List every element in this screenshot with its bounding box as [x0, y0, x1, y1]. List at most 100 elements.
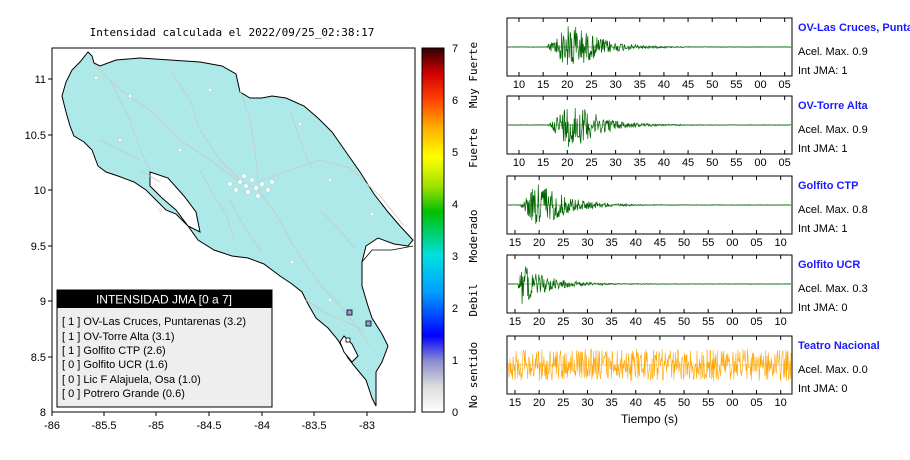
city-dots — [94, 76, 374, 302]
colorbar-class-label: Debil — [467, 283, 480, 316]
seismogram-x-tick-label: 40 — [630, 316, 642, 328]
seismogram-x-tick-label: 00 — [754, 157, 766, 169]
seismogram-x-tick-label: 05 — [750, 316, 762, 328]
map-y-tick: 10 — [34, 185, 46, 197]
seismogram-x-tick-label: 55 — [730, 79, 742, 91]
colorbar-gradient — [421, 47, 445, 413]
seismogram-panels: 10 15 20 25 30 35 40 45 50 55 00 05 OV-Las Cruces, P… — [506, 17, 910, 426]
station-name: Golfito UCR — [798, 259, 860, 271]
map-title: Intensidad calculada el 2022/09/25_02:38… — [90, 26, 375, 39]
seismogram-x-tick-label: 55 — [730, 157, 742, 169]
seismogram-1: 10 15 20 25 30 35 40 45 50 55 00 05 OV-Las Cruces, P… — [506, 17, 910, 91]
colorbar-tick: 5 — [452, 147, 458, 159]
jma-intensity: Int JMA: 1 — [798, 223, 848, 235]
seismogram-x-tick-label: 30 — [581, 316, 593, 328]
map-x-tick: -85 — [148, 420, 164, 432]
station-marker-golfito-ucr[interactable] — [365, 320, 372, 327]
map-x-tick: -83 — [359, 420, 375, 432]
legend-item: [ 1 ] Golfito CTP (2.6) — [62, 345, 166, 357]
seismogram-x-tick-label: 40 — [658, 157, 670, 169]
max-acceleration: Acel. Max. 0.9 — [798, 46, 868, 58]
colorbar-tick: 4 — [452, 199, 458, 211]
seismogram-trace — [507, 266, 792, 304]
map-x-tick: -85.5 — [91, 420, 116, 432]
seismogram-x-tick-label: 35 — [634, 157, 646, 169]
seismogram-x-tick-label: 20 — [561, 79, 573, 91]
station-name: Golfito CTP — [798, 180, 859, 192]
map-y-tick: 8.5 — [31, 352, 46, 364]
seismogram-x-tick-label: 50 — [678, 237, 690, 249]
seismogram-x-tick-label: 10 — [513, 79, 525, 91]
seismogram-5: 15 20 25 30 35 40 45 50 55 00 05 10 Teatro Nacional A… — [506, 335, 880, 426]
seismogram-x-tick-label: 45 — [654, 316, 666, 328]
jma-intensity: Int JMA: 0 — [798, 383, 848, 395]
seismogram-x-tick-label: 40 — [658, 79, 670, 91]
seismogram-x-tick-label: 35 — [634, 79, 646, 91]
legend-item: [ 0 ] Lic F Alajuela, Osa (1.0) — [62, 374, 201, 386]
intensity-map: Intensidad calculada el 2022/09/25_02:38… — [25, 26, 416, 432]
seismogram-x-tick-label: 55 — [702, 316, 714, 328]
map-x-tick: -86 — [44, 420, 60, 432]
seismogram-x-tick-label: 25 — [557, 397, 569, 409]
seismogram-trace — [507, 108, 792, 148]
seismogram-x-tick-label: 05 — [750, 397, 762, 409]
seismogram-x-tick-label: 45 — [682, 79, 694, 91]
seismogram-x-tick-label: 25 — [557, 237, 569, 249]
seismogram-x-tick-label: 00 — [754, 79, 766, 91]
station-marker-osa[interactable] — [345, 337, 351, 343]
map-y-axis: 11 10.5 10 9.5 9 8.5 8 — [25, 74, 46, 419]
seismogram-x-tick-label: 20 — [561, 157, 573, 169]
legend-header — [57, 290, 272, 308]
seismogram-x-tick-label: 00 — [726, 397, 738, 409]
map-y-tick: 11 — [35, 74, 46, 86]
colorbar-tick: 6 — [452, 95, 458, 107]
seismogram-x-tick-label: 50 — [678, 397, 690, 409]
colorbar-class-label: Muy Fuerte — [467, 42, 480, 108]
seismogram-x-tick-label: 30 — [609, 79, 621, 91]
seismogram-x-tick-label: 15 — [537, 157, 549, 169]
seismogram-x-tick-label: 40 — [630, 237, 642, 249]
seismogram-x-tick-label: 00 — [726, 237, 738, 249]
station-name: OV-Las Cruces, Puntar — [798, 22, 910, 34]
station-name: OV-Torre Alta — [798, 100, 869, 112]
jma-intensity: Int JMA: 1 — [798, 65, 848, 77]
seismogram-x-tick-label: 10 — [775, 316, 787, 328]
seismogram-trace — [507, 26, 792, 65]
map-y-tick: 8 — [40, 407, 46, 419]
seismogram-x-tick-label: 55 — [702, 237, 714, 249]
seismogram-x-tick-label: 10 — [775, 397, 787, 409]
station-marker-golfito-ctp[interactable] — [346, 309, 353, 316]
seismogram-x-tick-label: 05 — [750, 237, 762, 249]
seismogram-x-tick-label: 25 — [585, 157, 597, 169]
seismogram-x-tick-label: 45 — [654, 397, 666, 409]
seismogram-x-tick-label: 05 — [779, 157, 791, 169]
seismogram-x-tick-label: 20 — [533, 316, 545, 328]
gulf-of-nicoya — [149, 171, 201, 233]
map-x-tick: -84 — [254, 420, 270, 432]
map-y-tick: 9.5 — [31, 241, 46, 253]
seismogram-x-tick-label: 50 — [678, 316, 690, 328]
legend-item: [ 0 ] Potrero Grande (0.6) — [62, 388, 185, 400]
colorbar-tick: 1 — [452, 355, 458, 367]
legend-item: [ 0 ] Golfito UCR (1.6) — [62, 359, 168, 371]
seismogram-x-tick-label: 50 — [706, 79, 718, 91]
legend-item: [ 1 ] OV-Torre Alta (3.1) — [62, 331, 175, 343]
max-acceleration: Acel. Max. 0.9 — [798, 124, 868, 136]
seismogram-x-tick-label: 35 — [605, 397, 617, 409]
seismogram-trace — [507, 348, 792, 382]
intensity-colorbar: 7 6 5 4 3 2 1 0 No sentido Debil Moderad… — [421, 42, 480, 419]
seismogram-trace — [507, 184, 792, 224]
jma-intensity: Int JMA: 1 — [798, 143, 848, 155]
seismogram-x-tick-label: 00 — [726, 316, 738, 328]
seismogram-x-tick-label: 15 — [509, 237, 521, 249]
seismogram-2: 10 15 20 25 30 35 40 45 50 55 00 05 OV-Torre Alta Ace… — [506, 95, 869, 169]
map-y-tick: 9 — [40, 296, 46, 308]
map-y-tick: 10.5 — [25, 130, 46, 142]
colorbar-class-label: Fuerte — [467, 128, 480, 168]
seismogram-x-tick-label: 55 — [702, 397, 714, 409]
map-x-axis: -86 -85.5 -85 -84.5 -84 -83.5 -83 — [44, 420, 375, 432]
legend-box — [56, 289, 273, 408]
station-name: Teatro Nacional — [798, 340, 880, 352]
colorbar-tick: 0 — [452, 407, 458, 419]
seismogram-x-tick-label: 45 — [654, 237, 666, 249]
